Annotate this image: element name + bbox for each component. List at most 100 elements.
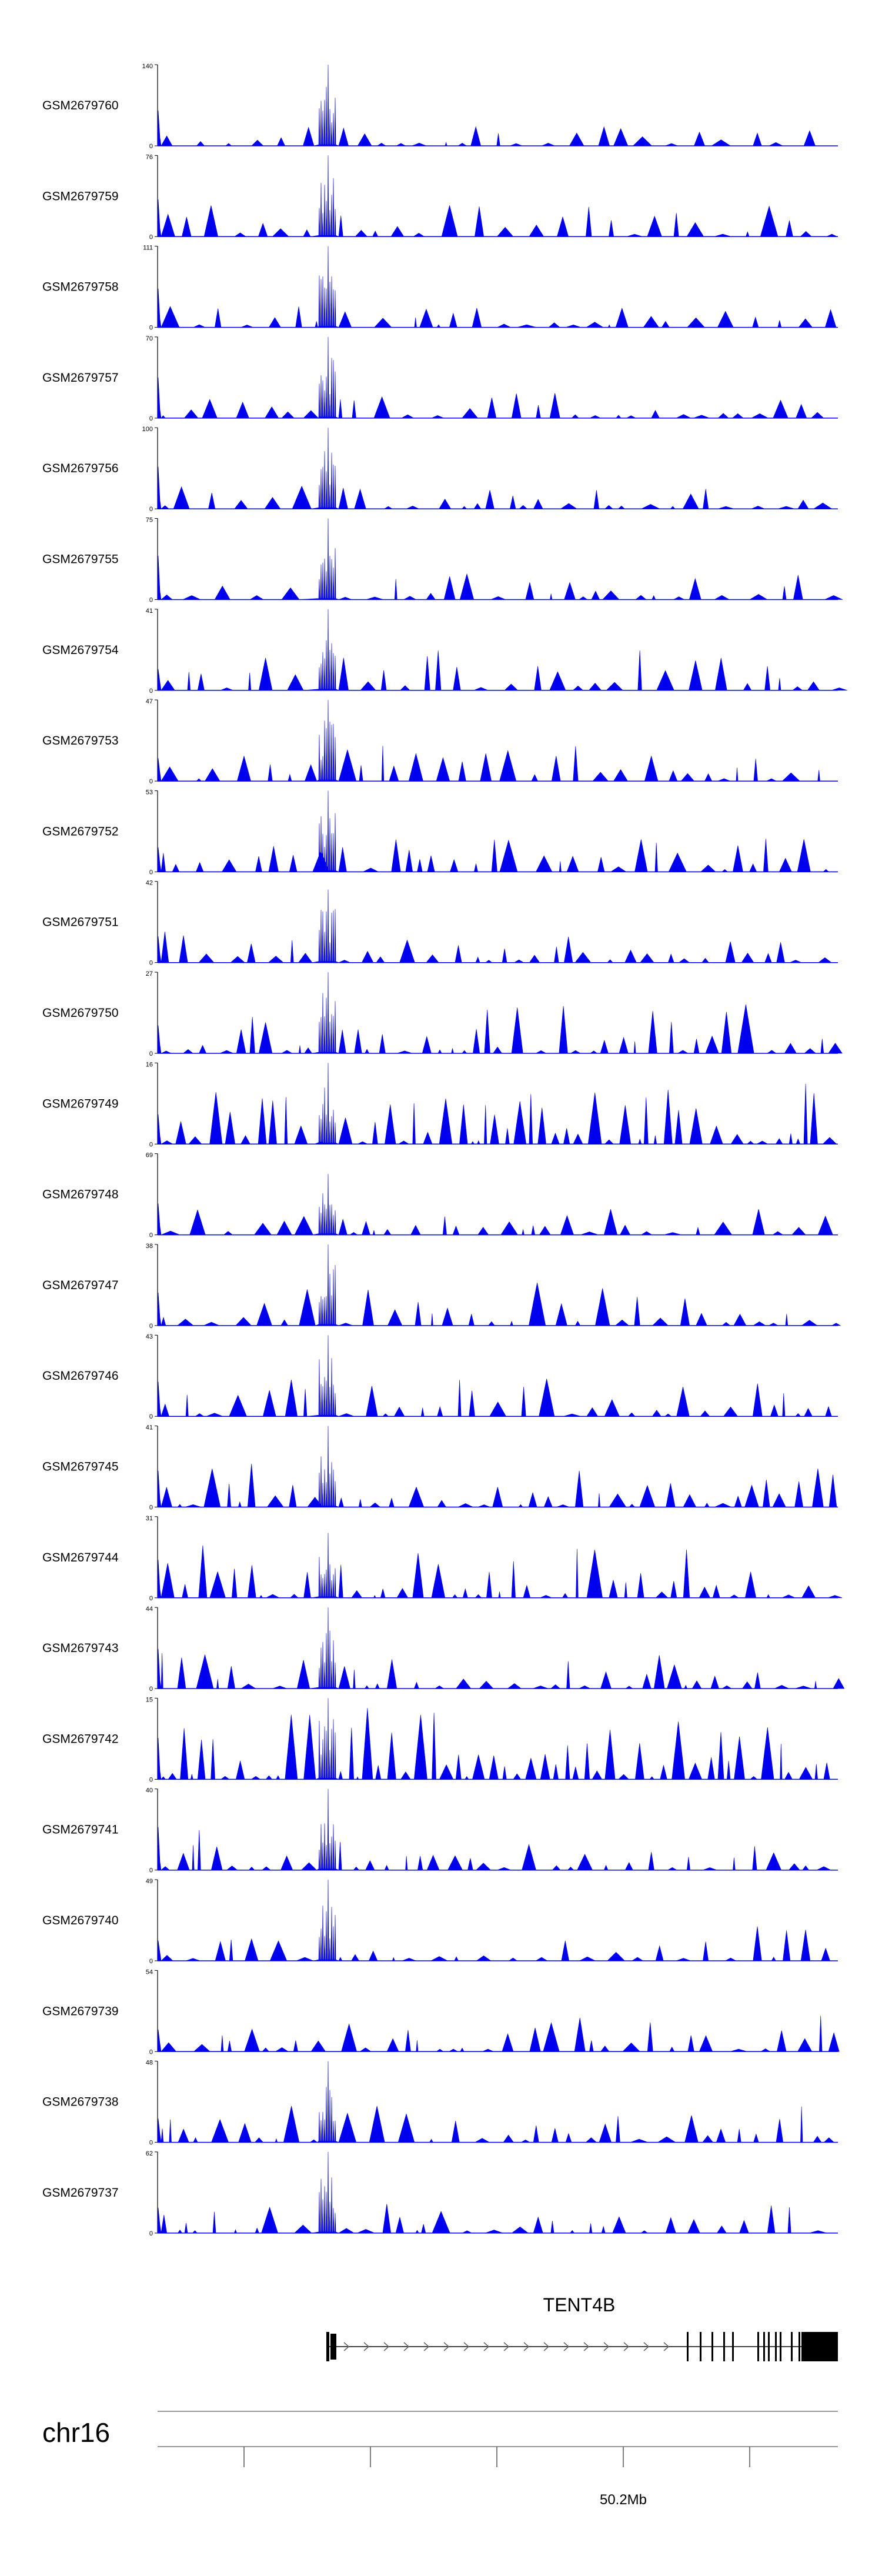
track-label: GSM2679753 [42,734,119,748]
y-max-label: 100 [142,426,153,433]
y-max-label: 16 [146,1061,153,1068]
coverage-area [157,2151,836,2234]
coverage-area [157,1335,836,1417]
track-label: GSM2679759 [42,189,119,203]
coverage-track: GSM2679750 27 0 [42,970,843,1057]
coverage-area [157,1788,836,1871]
y-max-label: 44 [146,1606,153,1613]
track-label: GSM2679740 [42,1914,119,1927]
y-min-label: 0 [149,869,153,876]
y-min-label: 0 [149,688,153,695]
coverage-track: GSM2679754 41 0 [42,608,847,695]
exon [791,2332,793,2361]
track-label: GSM2679758 [42,281,119,294]
coverage-track: GSM2679739 54 0 [42,1968,840,2056]
track-label: GSM2679751 [42,916,119,929]
y-max-label: 40 [146,1787,153,1794]
strand-arrow [463,2342,470,2351]
y-max-label: 49 [146,1878,153,1885]
chromosome-label: chr16 [42,2417,110,2448]
y-min-label: 0 [149,597,153,604]
track-label: GSM2679755 [42,553,119,566]
coverage-track: GSM2679752 53 0 [42,789,838,876]
track-label: GSM2679743 [42,1641,119,1655]
y-max-label: 41 [146,608,153,615]
coverage-tracks: GSM2679760 140 0 GSM2679759 76 0 GSM2679758 111… [42,63,847,2237]
exon [775,2332,777,2361]
coverage-area [157,1426,837,1508]
y-min-label: 0 [149,325,153,332]
coverage-track: GSM2679757 70 0 [42,335,838,422]
coverage-track: GSM2679741 40 0 [42,1787,838,1874]
strand-arrow [623,2342,630,2351]
track-label: GSM2679754 [42,643,119,657]
y-min-label: 0 [149,2230,153,2237]
exon [732,2332,734,2361]
y-max-label: 62 [146,2150,153,2157]
coverage-track: GSM2679737 62 0 [42,2150,838,2237]
strand-arrow [603,2342,610,2351]
y-max-label: 54 [146,1968,153,1976]
strand-arrow [363,2342,370,2351]
coverage-area [157,1174,836,1236]
coverage-track: GSM2679755 75 0 [42,517,843,604]
exon [799,2332,800,2361]
exon [700,2332,701,2361]
y-min-label: 0 [149,143,153,150]
coverage-track: GSM2679751 42 0 [42,880,838,967]
exon [687,2332,689,2361]
y-max-label: 15 [146,1696,153,1703]
coverage-area [157,518,843,600]
gene-track: TENT4B [326,2294,838,2361]
coverage-track: GSM2679759 76 0 [42,154,838,241]
strand-arrow [663,2342,670,2351]
track-label: GSM2679760 [42,99,119,112]
coverage-track: GSM2679748 69 0 [42,1152,838,1239]
coverage-track: GSM2679738 48 0 [42,2060,838,2147]
y-max-label: 111 [143,245,153,252]
strand-arrow [483,2342,490,2351]
strand-arrow [523,2342,530,2351]
track-label: GSM2679748 [42,1188,119,1202]
track-label: GSM2679742 [42,1732,119,1746]
axis-tick-label: 50.2Mb [600,2492,647,2508]
track-label: GSM2679737 [42,2186,119,2200]
track-label: GSM2679744 [42,1551,119,1564]
exon [326,2332,329,2361]
y-min-label: 0 [149,960,153,967]
y-min-label: 0 [149,1413,153,1420]
coverage-area [157,336,836,419]
coverage-area [157,1244,841,1326]
strand-arrow [643,2342,650,2351]
track-label: GSM2679739 [42,2004,119,2018]
track-label: GSM2679752 [42,825,119,838]
y-max-label: 31 [146,1515,153,1522]
coverage-area [157,1533,843,1599]
y-max-label: 75 [146,517,153,524]
chromosome-axis: chr16 50.2Mb [42,2411,838,2508]
y-min-label: 0 [149,1776,153,1783]
y-max-label: 47 [146,698,153,705]
exon [757,2332,759,2361]
coverage-area [157,1607,845,1689]
y-max-label: 53 [146,789,153,796]
exon [780,2332,781,2361]
y-min-label: 0 [149,1867,153,1874]
coverage-track: GSM2679756 100 0 [42,426,838,513]
coverage-track: GSM2679745 41 0 [42,1424,838,1511]
y-max-label: 48 [146,2060,153,2067]
coverage-track: GSM2679749 16 0 [42,1061,838,1148]
y-min-label: 0 [149,778,153,785]
track-label: GSM2679741 [42,1823,119,1837]
coverage-area [157,2016,840,2053]
track-label: GSM2679757 [42,371,119,385]
coverage-area [157,155,837,237]
coverage-area [157,2061,836,2143]
exon [711,2332,713,2361]
exon [723,2332,725,2361]
coverage-track: GSM2679758 111 0 [42,245,838,332]
y-max-label: 140 [142,63,153,70]
coverage-area [157,246,837,328]
track-label: GSM2679738 [42,2095,119,2109]
